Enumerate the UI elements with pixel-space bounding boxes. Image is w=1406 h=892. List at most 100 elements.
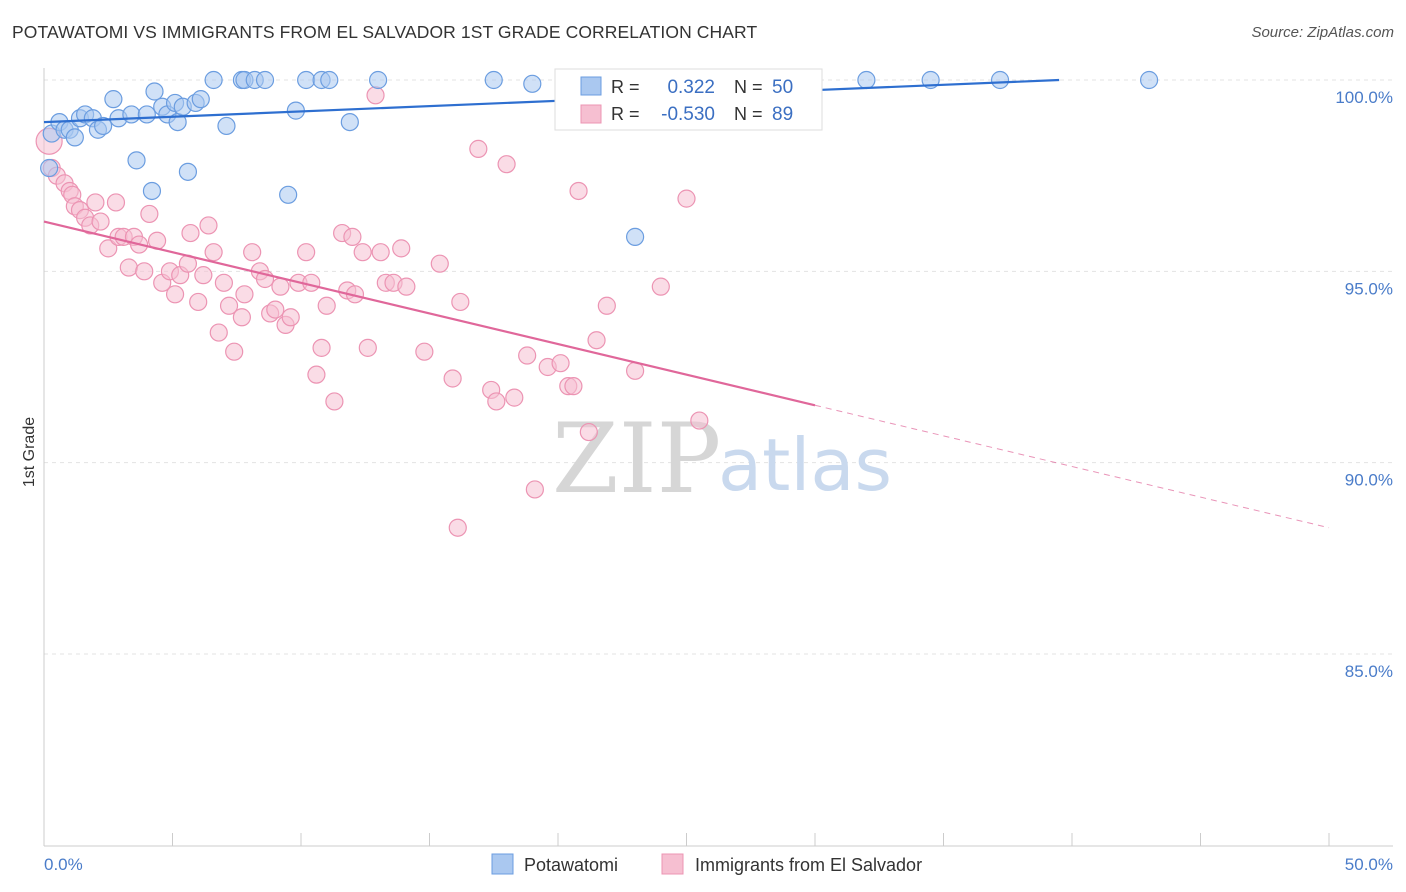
el-salvador-point-60 [371, 243, 390, 262]
el-salvador-point-43 [271, 277, 290, 296]
legend: R = 0.322 N = 50 R = -0.530 N = 89 [554, 68, 823, 131]
watermark: ZIP atlas [552, 403, 892, 515]
potawatomi-point-48 [1139, 70, 1159, 90]
legend-swatch-potawatomi [580, 76, 602, 96]
legend-n-label-2: N = [734, 104, 763, 124]
el-salvador-point-57 [353, 243, 372, 262]
el-salvador-point-47 [297, 243, 316, 262]
bottom-legend-label-el-salvador: Immigrants from El Salvador [695, 855, 922, 875]
potawatomi-point-37 [369, 70, 388, 90]
el-salvador-point-85 [651, 277, 670, 296]
trend-lines [43, 78, 1330, 529]
potawatomi-point-24 [191, 90, 210, 109]
el-salvador-point-37 [235, 285, 254, 304]
legend-n-value-2: 89 [772, 104, 793, 125]
el-salvador-point-87 [690, 411, 709, 430]
el-salvador-point-29 [194, 266, 213, 285]
el-salvador-point-52 [325, 392, 344, 411]
x-tick-label-min: 0.0% [44, 855, 83, 874]
el-salvador-point-31 [204, 243, 223, 262]
legend-n-value-1: 50 [772, 77, 793, 98]
bottom-legend-swatch-potawatomi [491, 853, 514, 875]
potawatomi-point-38 [484, 70, 503, 90]
el-salvador-point-79 [564, 377, 583, 396]
el-salvador-point-67 [443, 369, 462, 388]
el-salvador-point-80 [569, 181, 588, 201]
el-salvador-point-35 [225, 342, 244, 361]
x-tick-label-max: 50.0% [1345, 855, 1393, 874]
trend-line-potawatomi [43, 78, 1060, 124]
trend-line-el-salvador [43, 220, 816, 407]
el-salvador-point-71 [487, 392, 506, 411]
potawatomi-point-10 [104, 90, 123, 109]
potawatomi-point-12 [122, 105, 141, 124]
el-salvador-point-50 [312, 338, 331, 357]
potawatomi-point-25 [204, 70, 223, 90]
y-tick-label-95: 95.0% [1345, 279, 1393, 298]
el-salvador-point-24 [165, 285, 185, 304]
potawatomi-point-14 [137, 105, 156, 124]
potawatomi-point-4 [65, 128, 84, 147]
legend-r-value-2: -0.530 [661, 104, 715, 125]
potawatomi-point-47 [990, 70, 1010, 90]
legend-r-label-1: R = [611, 77, 640, 97]
el-salvador-point-55 [343, 227, 362, 246]
bottom-legend-label-potawatomi: Potawatomi [524, 855, 618, 875]
potawatomi-point-30 [255, 70, 275, 90]
legend-swatch-el-salvador [580, 104, 602, 124]
el-salvador-point-27 [181, 223, 200, 243]
x-ticks [43, 833, 1330, 846]
chart-title: POTAWATOMI VS IMMIGRANTS FROM EL SALVADO… [12, 22, 758, 42]
el-salvador-point-38 [243, 243, 262, 262]
el-salvador-point-59 [366, 86, 385, 105]
potawatomi-point-35 [320, 70, 339, 90]
el-salvador-point-86 [677, 189, 696, 208]
potawatomi-point-31 [279, 185, 298, 204]
y-axis-title: 1st Grade [21, 417, 38, 487]
el-salvador-point-82 [587, 331, 606, 350]
potawatomi-point-33 [297, 70, 316, 90]
potawatomi-point-45 [857, 70, 876, 90]
el-salvador-point-11 [91, 212, 110, 231]
potawatomi-point-26 [217, 116, 236, 136]
series-el-salvador-points [35, 86, 709, 537]
axes [43, 68, 1393, 847]
el-salvador-point-36 [232, 308, 251, 327]
potawatomi-point-16 [145, 82, 164, 101]
legend-n-label-1: N = [734, 77, 763, 97]
el-salvador-point-77 [551, 354, 570, 373]
el-salvador-point-49 [307, 365, 326, 384]
legend-r-value-1: 0.322 [667, 77, 715, 98]
el-salvador-point-65 [415, 342, 434, 361]
potawatomi-point-9 [94, 116, 113, 136]
potawatomi-point-15 [142, 181, 162, 201]
potawatomi-point-49 [40, 158, 59, 178]
el-salvador-point-63 [392, 239, 411, 258]
el-salvador-point-73 [505, 388, 524, 407]
watermark-atlas: atlas [718, 423, 892, 507]
chart-source: Source: ZipAtlas.com [1251, 24, 1394, 41]
el-salvador-point-12 [99, 239, 118, 258]
el-salvador-point-45 [281, 308, 300, 327]
el-salvador-point-75 [525, 480, 544, 499]
el-salvador-point-19 [135, 262, 154, 281]
el-salvador-point-68 [451, 292, 470, 312]
el-salvador-point-81 [579, 422, 598, 442]
el-salvador-point-42 [266, 300, 285, 319]
el-salvador-point-33 [214, 273, 233, 292]
el-salvador-point-16 [119, 258, 138, 277]
gridlines [44, 79, 1393, 655]
trend-line-el-salvador-extension [814, 404, 1330, 529]
potawatomi-point-22 [178, 162, 198, 181]
bottom-legend: Potawatomi Immigrants from El Salvador [491, 853, 922, 875]
y-tick-label-85: 85.0% [1345, 662, 1393, 681]
el-salvador-point-34 [219, 296, 239, 315]
potawatomi-point-42 [625, 227, 645, 246]
el-salvador-point-10 [86, 193, 105, 212]
y-tick-label-90: 90.0% [1345, 471, 1393, 490]
el-salvador-point-13 [106, 193, 126, 212]
bottom-legend-swatch-el-salvador [661, 853, 684, 875]
el-salvador-point-64 [397, 277, 416, 296]
y-tick-labels: 85.0% 90.0% 95.0% 100.0% [1335, 88, 1393, 681]
el-salvador-point-28 [189, 292, 208, 312]
